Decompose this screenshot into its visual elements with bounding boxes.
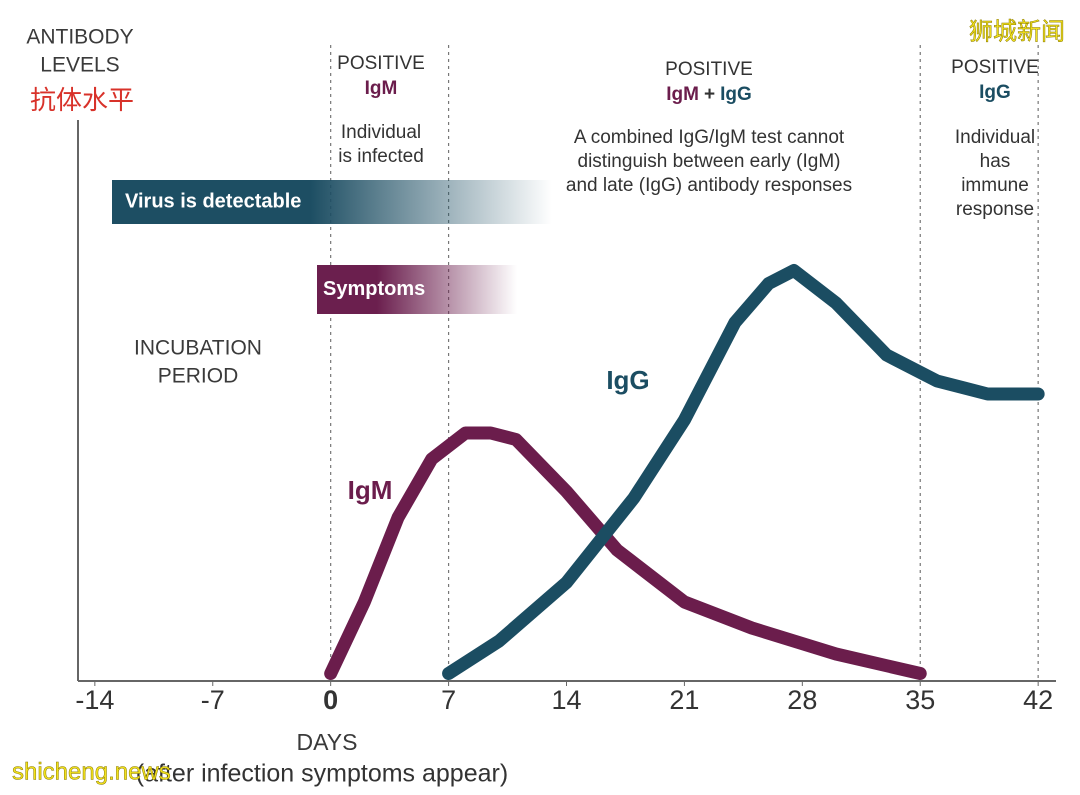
x-tick-label: -7 [201,685,225,715]
x-tick-label: 21 [669,685,699,715]
phase-status: POSITIVE [951,57,1039,78]
x-tick-label: 7 [441,685,456,715]
watermark: shicheng.news [12,758,171,785]
phase-tests: IgM [365,78,398,99]
phase-test: IgG [720,84,752,105]
phase-note: and late (IgG) antibody responses [566,175,852,196]
x-axis-label: DAYS [297,729,358,755]
phase-status: POSITIVE [337,53,425,74]
phase-note: distinguish between early (IgM) [578,151,841,172]
curve [324,426,927,680]
phase-note: Individual [341,122,421,143]
phase-test: IgG [979,82,1011,103]
watermark: 狮城新闻 [969,18,1065,45]
phase-note: is infected [338,146,424,167]
curve-label: IgM [348,475,393,505]
x-tick-label: 14 [551,685,581,715]
x-tick-label: 28 [787,685,817,715]
x-tick-label: 0 [323,685,338,715]
phase-test: + [704,84,715,105]
phase-bar [112,180,552,224]
phase-test: IgM [365,78,398,99]
phase-note: response [956,199,1034,220]
incubation-label: INCUBATION [134,337,262,360]
y-axis-label: LEVELS [40,54,119,77]
phase-note: Individual [955,127,1035,148]
phase-bar-label: Virus is detectable [125,190,301,212]
phase-note: has [980,151,1011,172]
x-tick-label: 35 [905,685,935,715]
phase-note: A combined IgG/IgM test cannot [574,127,845,148]
y-axis-label-zh: 抗体水平 [30,85,134,115]
phase-bar [317,265,517,314]
x-axis-sublabel: (after infection symptoms appear) [136,760,508,788]
phase-tests: IgG [979,82,1011,103]
phase-status: POSITIVE [665,59,753,80]
phase-tests: IgM + IgG [666,84,752,105]
curve-label: IgG [606,365,649,395]
x-tick-label: 42 [1023,685,1053,715]
phase-note: immune [961,175,1029,196]
phase-bar-label: Symptoms [323,278,425,300]
incubation-label: PERIOD [158,365,239,388]
y-axis-label: ANTIBODY [26,26,133,49]
x-tick-label: -14 [75,685,114,715]
phase-test: IgM [666,84,699,105]
curve [442,264,1045,680]
